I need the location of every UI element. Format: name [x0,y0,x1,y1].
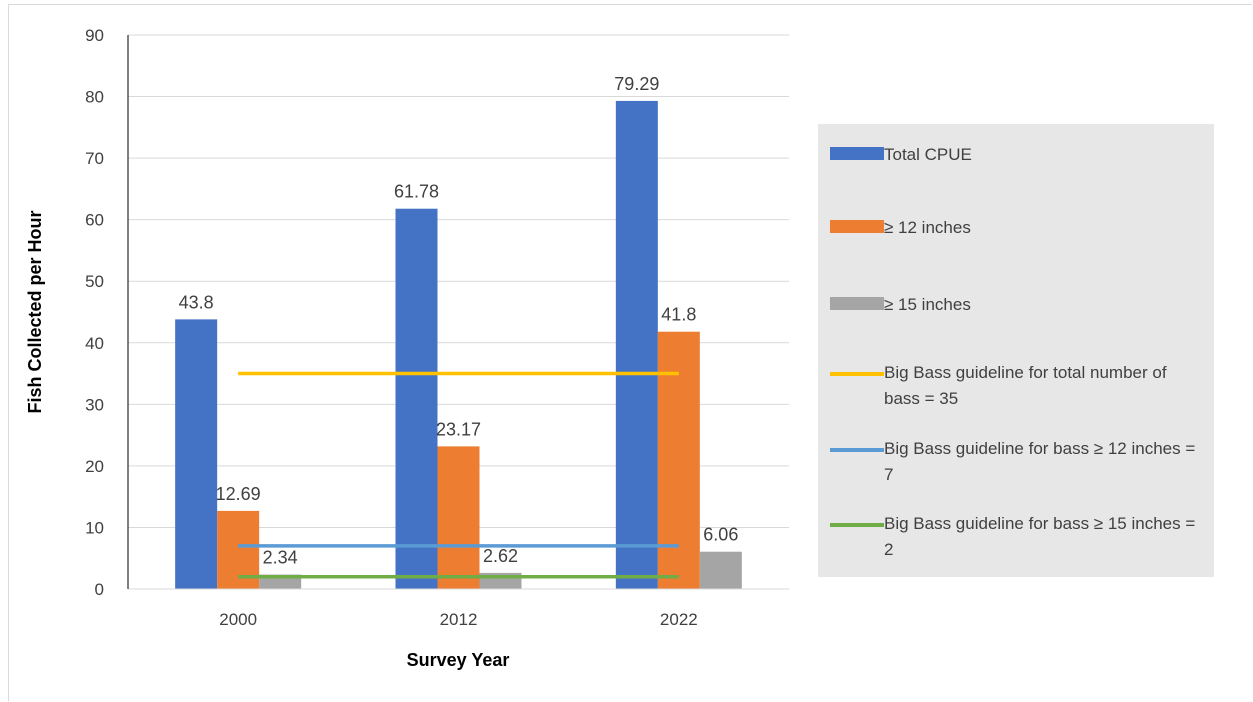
bar-2-2022 [657,331,700,589]
y-tick-label-50: 50 [85,272,104,291]
bar-1-2012 [395,208,438,589]
legend-swatch-12-inches [818,215,884,237]
bar-2-2012 [437,446,480,589]
legend-item-total-cpue: Total CPUE [818,142,1202,168]
data-label-1-2012: 61.78 [394,182,439,202]
legend-label-total-cpue: Total CPUE [884,145,972,164]
reference-lines [238,371,679,579]
legend-swatch-guideline-total [818,360,884,382]
data-label-1-2000: 43.8 [179,292,214,312]
data-label-3-2012: 2.62 [483,546,518,566]
legend-label-12-inches: ≥ 12 inches [884,218,971,237]
data-label-1-2022: 79.29 [614,74,659,94]
x-tick-label-2012: 2012 [440,610,478,629]
y-axis-title: Fish Collected per Hour [25,210,45,413]
x-tick-labels: 2000 2012 2022 [219,610,697,629]
legend-swatch-total-cpue [818,142,884,164]
legend-swatch-guideline-12 [818,436,884,458]
legend-label-guideline-12: Big Bass guideline for bass ≥ 12 inches … [884,439,1196,484]
legend-item-guideline-total: Big Bass guideline for total number of b… [818,360,1202,412]
data-label-3-2000: 2.34 [263,548,298,568]
bar-1-2000 [175,319,218,589]
y-tick-label-80: 80 [85,88,104,107]
chart-frame [8,4,1252,701]
bars [175,100,742,590]
legend-item-12-inches: ≥ 12 inches [818,215,1202,241]
y-tick-label-70: 70 [85,149,104,168]
legend-label-15-inches: ≥ 15 inches [884,295,971,314]
x-tick-label-2022: 2022 [660,610,698,629]
x-tick-label-2000: 2000 [219,610,257,629]
y-tick-label-60: 60 [85,211,104,230]
legend-label-guideline-total: Big Bass guideline for total number of b… [884,363,1167,408]
legend-label-guideline-15: Big Bass guideline for bass ≥ 15 inches … [884,514,1196,559]
x-axis-title: Survey Year [407,650,510,670]
bar-1-2022 [615,100,658,590]
legend: Total CPUE ≥ 12 inches ≥ 15 inches Big B… [818,124,1214,577]
data-label-2-2000: 12.69 [216,484,261,504]
y-tick-label-10: 10 [85,518,104,537]
legend-swatch-guideline-15 [818,511,884,533]
y-tick-labels: 0 10 20 30 40 50 60 70 80 90 [85,26,104,599]
y-tick-label-0: 0 [95,580,104,599]
data-label-3-2022: 6.06 [703,525,738,545]
data-labels: 43.8 12.69 2.34 61.78 23.17 2.62 79.29 41.8 6.06 [179,74,739,568]
y-tick-label-90: 90 [85,26,104,45]
legend-swatch-15-inches [818,292,884,314]
y-tick-label-30: 30 [85,395,104,414]
y-tick-label-40: 40 [85,334,104,353]
legend-item-15-inches: ≥ 15 inches [818,292,1202,318]
legend-item-guideline-15: Big Bass guideline for bass ≥ 15 inches … [818,511,1202,563]
bar-3-2022 [699,551,742,589]
data-label-2-2012: 23.17 [436,419,481,439]
legend-item-guideline-12: Big Bass guideline for bass ≥ 12 inches … [818,436,1202,488]
data-label-2-2022: 41.8 [661,305,696,325]
y-tick-label-20: 20 [85,457,104,476]
